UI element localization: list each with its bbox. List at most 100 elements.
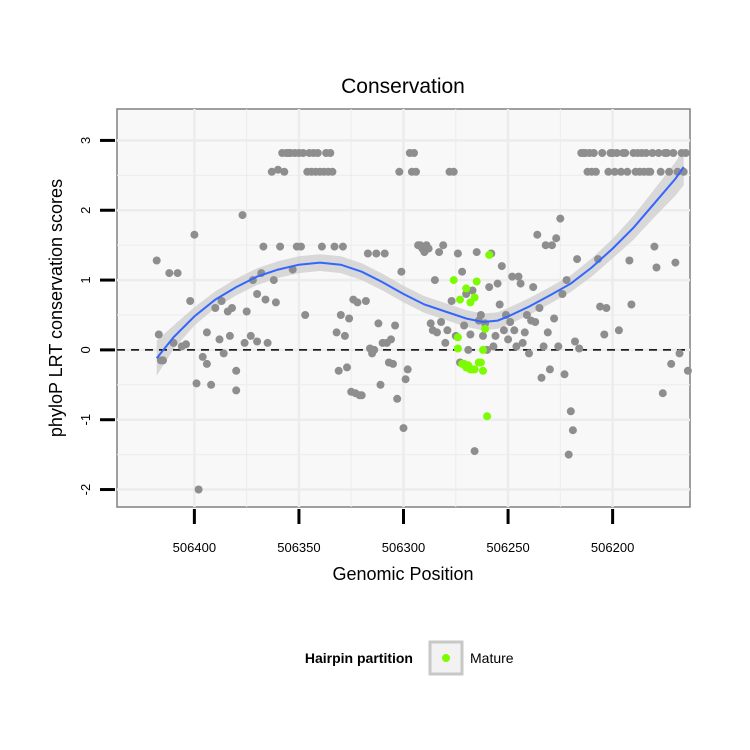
data-point (412, 167, 420, 176)
data-point (194, 485, 203, 494)
mature-points (449, 250, 494, 421)
data-point (435, 248, 444, 257)
data-point (614, 326, 623, 335)
data-point (430, 276, 439, 285)
data-point (443, 326, 452, 335)
y-tick-label: 0 (78, 346, 93, 353)
data-point (253, 290, 262, 298)
mature-point (449, 276, 458, 285)
data-point (439, 241, 448, 250)
data-point (550, 314, 559, 323)
data-point (338, 242, 347, 251)
data-point (173, 269, 182, 278)
mature-point (470, 365, 479, 374)
data-point (271, 298, 280, 307)
y-tick-label: 1 (78, 276, 93, 283)
data-point (399, 424, 408, 433)
data-point (560, 370, 569, 379)
data-point (575, 344, 584, 353)
data-point (514, 272, 523, 281)
data-point (152, 256, 161, 265)
data-point (332, 328, 341, 337)
data-point (215, 335, 224, 344)
data-point (259, 242, 268, 251)
data-point (656, 167, 665, 176)
legend-title: Hairpin partition (305, 650, 413, 666)
x-axis-title: Genomic Position (332, 564, 473, 584)
mature-point (476, 358, 485, 367)
data-point (658, 389, 667, 398)
data-point (466, 330, 475, 339)
data-point (485, 283, 494, 292)
data-point (225, 331, 234, 340)
data-point (591, 167, 600, 176)
data-point (625, 256, 634, 265)
data-point (336, 311, 345, 319)
data-point (508, 272, 517, 281)
data-point (301, 311, 310, 319)
legend-label-mature: Mature (470, 650, 514, 666)
data-point (543, 328, 552, 337)
y-tick-label: 2 (78, 207, 93, 214)
data-point (506, 318, 515, 326)
x-tick-label: 506350 (277, 540, 320, 555)
data-point (276, 242, 285, 251)
data-point (426, 319, 435, 328)
data-point (453, 249, 462, 258)
data-point (479, 331, 487, 340)
data-point (387, 335, 395, 344)
data-point (159, 356, 167, 365)
data-point (449, 167, 458, 176)
data-point (512, 342, 521, 351)
data-point (238, 211, 247, 220)
mature-point (472, 277, 481, 286)
data-point (410, 149, 418, 157)
data-point (537, 373, 546, 382)
data-point (460, 321, 469, 330)
data-point (154, 330, 163, 339)
data-point (493, 279, 502, 288)
data-point (535, 304, 544, 312)
legend-mature-dot (442, 654, 450, 662)
mature-point (479, 366, 487, 375)
data-point (495, 300, 504, 309)
data-point (675, 349, 684, 358)
data-point (497, 262, 506, 271)
data-point (472, 248, 481, 257)
data-point (376, 380, 385, 389)
x-axis: 506400 506350 506300 506250 506200 (173, 509, 634, 555)
data-point (491, 331, 500, 340)
data-point (240, 338, 249, 347)
data-point (447, 297, 456, 305)
data-point (520, 328, 529, 337)
data-point (669, 149, 678, 157)
data-point (317, 242, 326, 251)
data-point (263, 338, 272, 347)
data-point (326, 149, 335, 157)
data-point (380, 249, 389, 258)
mature-point (481, 324, 490, 333)
data-point (504, 335, 513, 344)
data-point (253, 337, 262, 346)
mature-point (483, 412, 492, 421)
data-point (232, 366, 241, 375)
data-point (525, 349, 533, 358)
data-point (370, 345, 379, 354)
data-point (462, 290, 471, 298)
data-point (280, 167, 289, 176)
data-point (556, 214, 565, 223)
data-point (612, 149, 621, 157)
data-point (642, 149, 651, 157)
data-point (598, 149, 607, 157)
data-point (623, 167, 632, 176)
data-point (499, 326, 508, 335)
data-point (589, 149, 598, 157)
data-point (211, 304, 220, 312)
data-point (671, 258, 680, 267)
data-point (552, 234, 561, 243)
mature-point (456, 295, 464, 304)
data-point (470, 447, 479, 456)
x-tick-label: 506200 (591, 540, 634, 555)
data-point (681, 149, 690, 157)
data-point (596, 302, 605, 311)
